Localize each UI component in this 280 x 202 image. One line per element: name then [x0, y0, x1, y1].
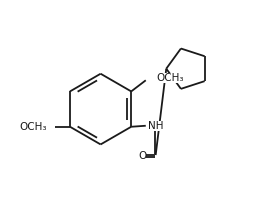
Text: NH: NH — [148, 121, 164, 131]
Text: OCH₃: OCH₃ — [156, 73, 184, 83]
Text: O: O — [138, 151, 146, 161]
Text: OCH₃: OCH₃ — [20, 122, 47, 132]
